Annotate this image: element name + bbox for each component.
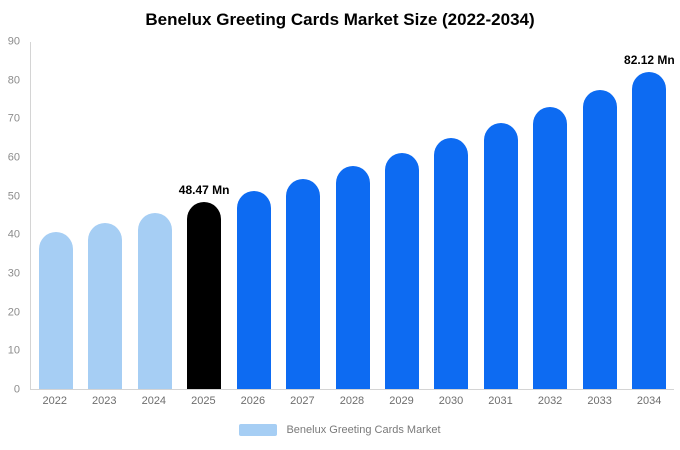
bar-slot	[31, 42, 80, 389]
x-axis-label: 2024	[141, 395, 167, 407]
y-tick-label: 10	[7, 344, 20, 357]
x-axis-label: 2032	[537, 395, 563, 407]
bar	[236, 190, 271, 389]
y-tick-label: 40	[7, 228, 20, 241]
legend-swatch	[239, 424, 278, 436]
x-axis: 2022 2023 2024 2025 2026 2027 2028 2029 2030 2031…	[30, 395, 674, 407]
y-tick-label: 70	[7, 112, 20, 125]
x-axis-label: 2026	[240, 395, 266, 407]
bar	[434, 138, 469, 389]
x-axis-label: 2031	[488, 395, 513, 407]
y-tick-label: 0	[13, 383, 20, 396]
y-axis: 0 10 20 30 40 50 60 70 80 90	[0, 36, 26, 395]
x-axis-label: 2023	[92, 395, 117, 407]
bar	[335, 166, 370, 389]
legend-label: Benelux Greeting Cards Market	[286, 424, 441, 436]
bar-slot	[229, 42, 278, 389]
bar	[483, 123, 518, 389]
bar-annotation: 82.12 Mn	[624, 53, 675, 68]
bar	[533, 107, 568, 389]
y-tick-label: 20	[7, 306, 20, 319]
bar	[632, 72, 667, 389]
bar-slot: 82.12 Mn	[624, 42, 675, 389]
bar-slot	[328, 42, 377, 389]
x-axis-label: 2029	[389, 395, 414, 407]
x-axis-label: 2033	[587, 395, 612, 407]
plot-area: 48.47 Mn 82.12 Mn	[30, 42, 675, 390]
bar-slot: 48.47 Mn	[178, 42, 230, 389]
bar	[137, 212, 172, 389]
bar-slot	[476, 42, 525, 389]
bar-series: 48.47 Mn 82.12 Mn	[31, 42, 675, 389]
y-tick-label: 30	[7, 267, 20, 280]
x-axis-label: 2025	[191, 395, 216, 407]
x-axis-label: 2027	[290, 395, 315, 407]
y-tick-label: 80	[7, 74, 20, 87]
bar-slot	[575, 42, 624, 389]
chart-title: Benelux Greeting Cards Market Size (2022…	[145, 10, 535, 29]
x-axis-label: 2028	[339, 395, 365, 407]
bar-slot	[278, 42, 327, 389]
y-tick-label: 50	[7, 190, 20, 203]
bar-annotation: 48.47 Mn	[178, 183, 230, 198]
x-axis-label: 2022	[42, 395, 67, 407]
bar-slot	[526, 42, 575, 389]
bar	[38, 232, 73, 389]
x-axis-label: 2034	[636, 395, 662, 407]
legend: Benelux Greeting Cards Market	[0, 424, 680, 436]
bar-slot	[377, 42, 426, 389]
bar	[88, 222, 123, 389]
bar	[187, 202, 222, 389]
bar	[286, 178, 321, 389]
bar-slot	[130, 42, 179, 389]
bar	[385, 152, 420, 389]
y-tick-label: 60	[7, 151, 20, 164]
y-tick-label: 90	[7, 35, 20, 48]
bar-slot	[427, 42, 476, 389]
x-axis-label: 2030	[438, 395, 464, 407]
bar-slot	[80, 42, 129, 389]
bar	[582, 90, 617, 389]
